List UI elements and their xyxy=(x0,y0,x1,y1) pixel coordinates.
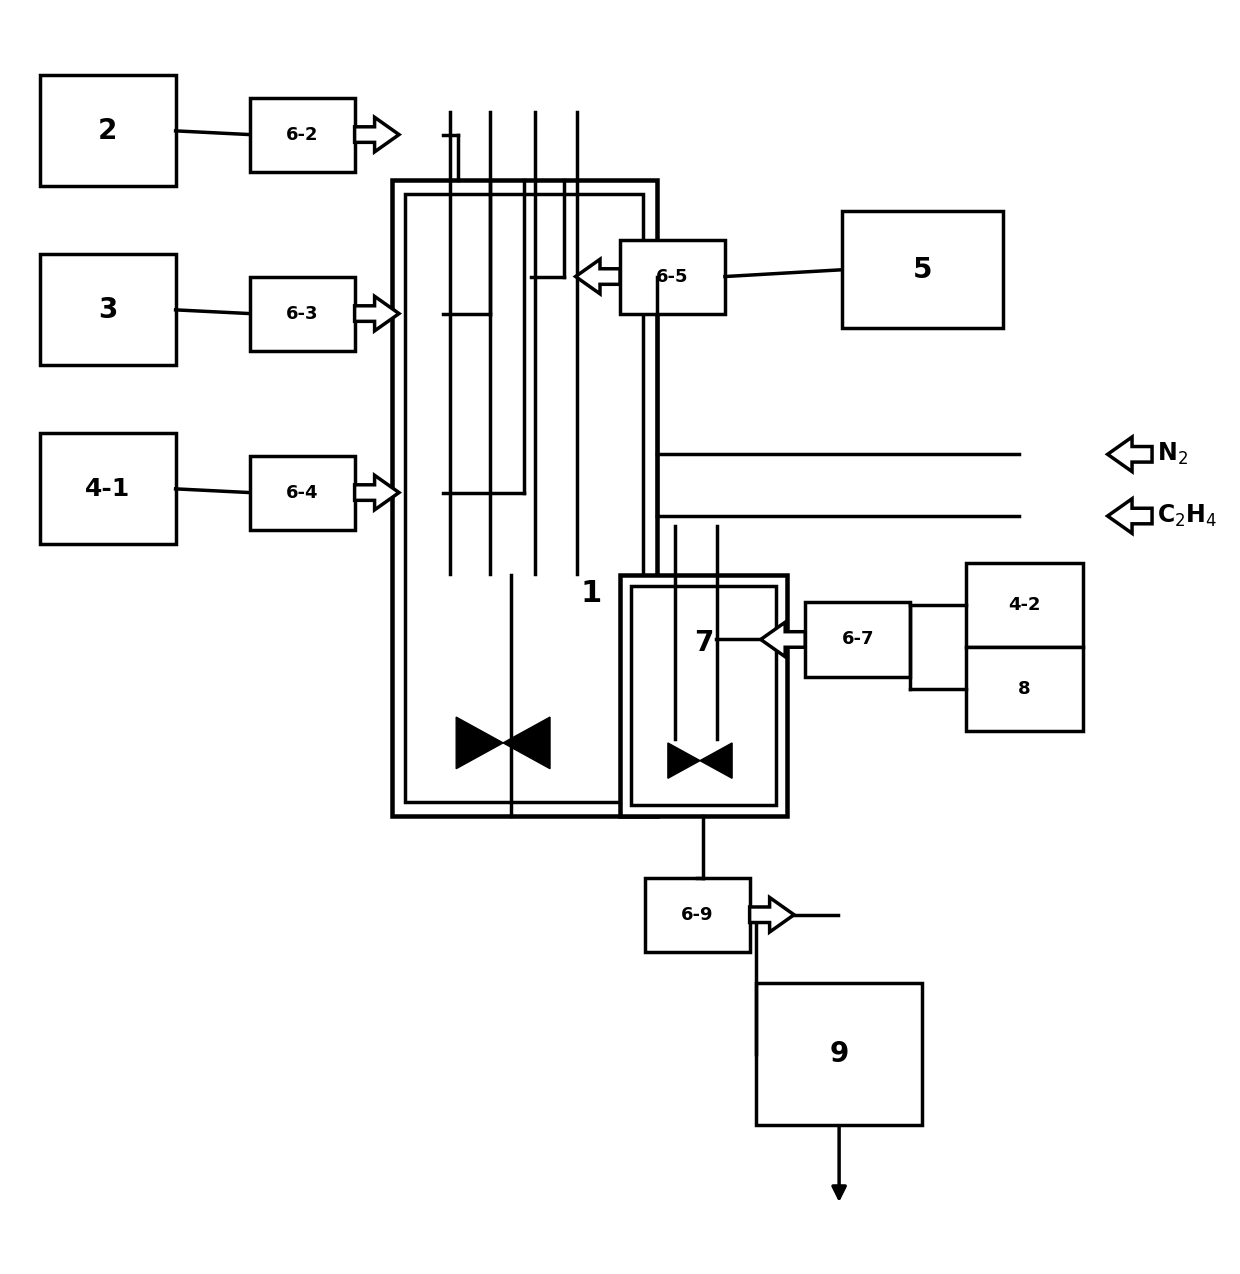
Text: 5: 5 xyxy=(913,256,932,284)
Bar xyxy=(966,563,1083,647)
Bar xyxy=(249,98,355,172)
Text: 3: 3 xyxy=(98,296,118,324)
Bar xyxy=(620,576,786,815)
Bar xyxy=(645,878,750,952)
Bar xyxy=(756,982,923,1125)
Text: 6-4: 6-4 xyxy=(286,484,319,502)
Polygon shape xyxy=(760,622,805,657)
Text: N$_2$: N$_2$ xyxy=(1157,441,1188,468)
Polygon shape xyxy=(1107,437,1152,471)
Polygon shape xyxy=(456,717,503,768)
Text: 8: 8 xyxy=(1018,680,1030,698)
Text: C$_2$H$_4$: C$_2$H$_4$ xyxy=(1157,503,1218,529)
Text: 4-2: 4-2 xyxy=(1008,596,1040,614)
Text: 6-3: 6-3 xyxy=(286,304,319,322)
Text: 6-2: 6-2 xyxy=(286,126,319,144)
Polygon shape xyxy=(503,717,551,768)
Polygon shape xyxy=(701,743,732,778)
Polygon shape xyxy=(1107,498,1152,534)
Polygon shape xyxy=(668,743,701,778)
Bar xyxy=(966,647,1083,731)
Text: 6-7: 6-7 xyxy=(842,631,874,648)
Bar xyxy=(392,180,657,815)
Polygon shape xyxy=(355,475,399,510)
Bar xyxy=(405,194,644,803)
Text: 2: 2 xyxy=(98,117,118,145)
Bar xyxy=(631,586,775,805)
Polygon shape xyxy=(750,897,794,933)
Text: 4-1: 4-1 xyxy=(86,476,130,501)
Text: 7: 7 xyxy=(693,628,713,656)
Text: 6-9: 6-9 xyxy=(681,906,713,924)
Text: 9: 9 xyxy=(830,1040,848,1068)
Bar xyxy=(40,433,176,544)
Bar xyxy=(40,75,176,186)
Text: 6-5: 6-5 xyxy=(656,268,688,285)
Bar xyxy=(805,603,910,676)
Bar xyxy=(249,456,355,530)
Bar xyxy=(249,276,355,350)
Polygon shape xyxy=(355,297,399,331)
Bar xyxy=(40,255,176,366)
Polygon shape xyxy=(575,260,620,294)
Bar xyxy=(842,211,1003,329)
Text: 1: 1 xyxy=(580,578,601,608)
Polygon shape xyxy=(355,117,399,152)
Bar xyxy=(620,240,725,313)
